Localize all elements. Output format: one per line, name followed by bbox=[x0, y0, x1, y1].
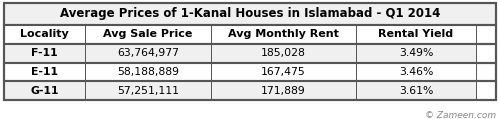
Bar bbox=[85, 44, 210, 62]
Text: 57,251,111: 57,251,111 bbox=[117, 86, 179, 96]
Text: 3.46%: 3.46% bbox=[399, 67, 433, 77]
Text: 63,764,977: 63,764,977 bbox=[117, 48, 179, 58]
Text: G-11: G-11 bbox=[30, 86, 59, 96]
Bar bbox=[4, 25, 85, 44]
Bar bbox=[210, 25, 356, 44]
Text: 58,188,889: 58,188,889 bbox=[117, 67, 179, 77]
Bar bbox=[356, 62, 476, 81]
Bar bbox=[4, 44, 496, 62]
Bar bbox=[4, 25, 496, 44]
Text: E-11: E-11 bbox=[31, 67, 58, 77]
Text: Avg Sale Price: Avg Sale Price bbox=[103, 29, 192, 39]
Bar bbox=[85, 62, 210, 81]
Bar bbox=[4, 62, 85, 81]
Bar bbox=[210, 44, 356, 62]
Bar bbox=[4, 44, 85, 62]
Bar bbox=[4, 81, 496, 100]
Text: 171,889: 171,889 bbox=[261, 86, 306, 96]
Bar bbox=[356, 44, 476, 62]
Text: Avg Monthly Rent: Avg Monthly Rent bbox=[228, 29, 338, 39]
Text: 3.49%: 3.49% bbox=[399, 48, 433, 58]
Text: 3.61%: 3.61% bbox=[399, 86, 433, 96]
Bar bbox=[210, 81, 356, 100]
Text: F-11: F-11 bbox=[32, 48, 58, 58]
Text: Locality: Locality bbox=[20, 29, 69, 39]
Bar bbox=[4, 62, 496, 81]
Text: Average Prices of 1-Kanal Houses in Islamabad - Q1 2014: Average Prices of 1-Kanal Houses in Isla… bbox=[60, 7, 440, 20]
Text: © Zameen.com: © Zameen.com bbox=[425, 112, 496, 119]
Bar bbox=[356, 25, 476, 44]
Bar bbox=[356, 81, 476, 100]
Text: 185,028: 185,028 bbox=[261, 48, 306, 58]
Bar bbox=[85, 25, 210, 44]
Bar bbox=[4, 3, 496, 25]
Bar bbox=[4, 81, 85, 100]
Bar bbox=[85, 81, 210, 100]
Bar bbox=[210, 62, 356, 81]
Text: Rental Yield: Rental Yield bbox=[378, 29, 454, 39]
Text: 167,475: 167,475 bbox=[261, 67, 306, 77]
Bar bbox=[4, 3, 496, 100]
